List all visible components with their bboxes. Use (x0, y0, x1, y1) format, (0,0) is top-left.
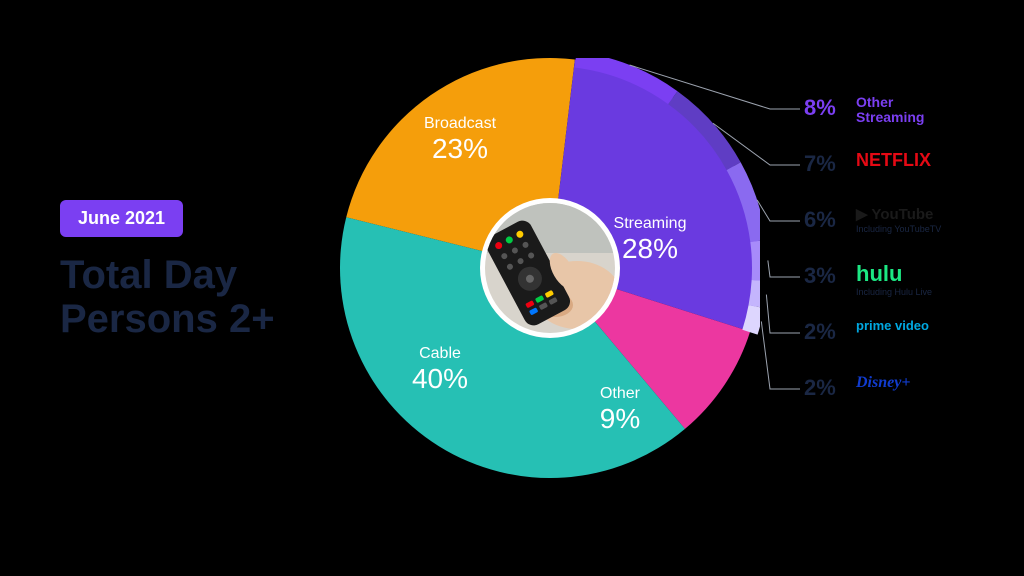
pie-chart (340, 58, 760, 478)
breakdown-logo: Disney+ (856, 375, 910, 391)
breakdown-pct: 7% (804, 151, 846, 177)
breakdown-pct: 6% (804, 207, 846, 233)
breakdown-logo: hulu Including Hulu Live (856, 263, 932, 297)
breakdown-name: ▶ YouTube (856, 207, 941, 222)
breakdown-logo: OtherStreaming (856, 95, 924, 126)
breakdown-row-1: 7% NETFLIX (804, 151, 984, 179)
breakdown-row-3: 3%huluIncluding Hulu Live (804, 263, 984, 291)
streaming-breakdown: 8% OtherStreaming 7% NETFLIX 6% ▶ YouTube Incl… (804, 95, 984, 431)
title-line-1: Total Day (60, 253, 237, 297)
breakdown-pct: 3% (804, 263, 846, 289)
breakdown-row-0: 8% OtherStreaming (804, 95, 984, 123)
breakdown-sub: Including YouTubeTV (856, 224, 941, 234)
breakdown-row-4: 2% prime video (804, 319, 984, 347)
breakdown-sub: Including Hulu Live (856, 287, 932, 297)
breakdown-logo: ▶ YouTube Including YouTubeTV (856, 207, 941, 234)
leader-line-3 (768, 260, 800, 277)
main-title: Total Day Persons 2+ (60, 253, 275, 341)
breakdown-name: NETFLIX (856, 151, 931, 169)
date-badge: June 2021 (60, 200, 183, 237)
breakdown-name: OtherStreaming (856, 95, 924, 126)
center-image (480, 198, 620, 338)
leader-line-4 (766, 295, 800, 333)
leader-line-5 (761, 321, 800, 389)
breakdown-logo: NETFLIX (856, 151, 931, 169)
leader-line-2 (757, 200, 800, 221)
breakdown-name: Disney+ (856, 375, 910, 391)
breakdown-row-2: 6% ▶ YouTube Including YouTubeTV (804, 207, 984, 235)
breakdown-logo: prime video (856, 319, 929, 332)
title-block: June 2021 Total Day Persons 2+ (60, 200, 275, 341)
breakdown-pct: 2% (804, 375, 846, 401)
breakdown-name: prime video (856, 319, 929, 332)
remote-icon (485, 203, 615, 333)
breakdown-row-5: 2% Disney+ (804, 375, 984, 403)
breakdown-pct: 2% (804, 319, 846, 345)
breakdown-name: hulu (856, 263, 932, 285)
title-line-2: Persons 2+ (60, 297, 275, 341)
breakdown-pct: 8% (804, 95, 846, 121)
